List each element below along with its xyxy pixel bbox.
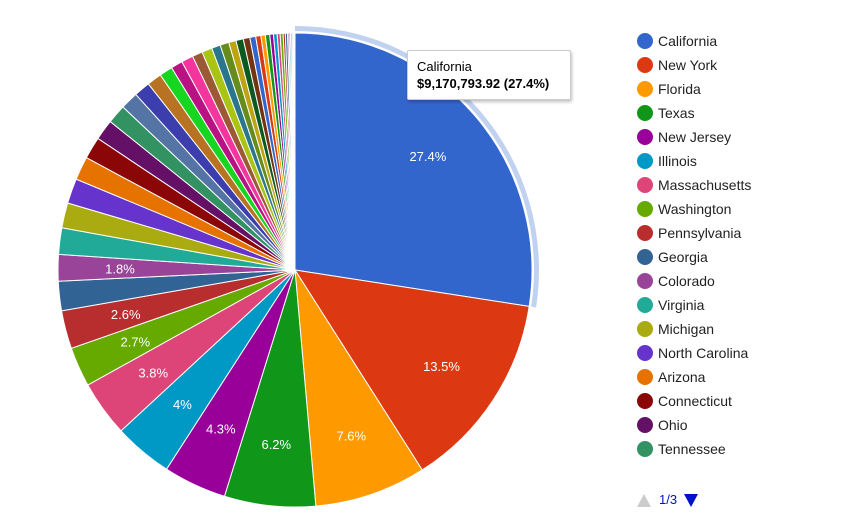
tooltip-name: California [417, 59, 472, 74]
pie-slice-new-york[interactable] [293, 269, 530, 471]
legend-swatch [637, 321, 653, 337]
legend-swatch [637, 201, 653, 217]
legend-swatch [637, 393, 653, 409]
legend-label: New Jersey [658, 129, 732, 145]
slice-percent-label: 1.8% [105, 261, 135, 276]
legend-swatch [637, 369, 653, 385]
legend-label: Illinois [658, 153, 697, 169]
tooltip-value: $9,170,793.92 (27.4%) [417, 76, 550, 91]
triangle-up-icon [637, 494, 651, 507]
legend-swatch [637, 297, 653, 313]
pie-chart: 27.4% 13.5% 7.6% 6.2% 4.3% 4% 3.8% 2.7% 2.6% 1.8% [57, 26, 539, 508]
pie-slices [57, 32, 533, 508]
slice-percent-label: 4.3% [206, 422, 236, 437]
legend-label: North Carolina [658, 345, 749, 361]
legend-label: Virginia [658, 297, 705, 313]
slice-percent-label: 3.8% [138, 366, 168, 381]
legend-label: Tennessee [658, 441, 726, 457]
slice-percent-label: 4% [173, 397, 192, 412]
legend-swatch [637, 417, 653, 433]
legend-label: Pennsylvania [658, 225, 742, 241]
slice-percent-label: 7.6% [336, 429, 366, 444]
legend-label: Georgia [658, 249, 708, 265]
legend-label: Ohio [658, 417, 688, 433]
legend-swatch [637, 177, 653, 193]
legend-label: Washington [658, 201, 732, 217]
legend-swatch [637, 81, 653, 97]
legend-label: Massachusetts [658, 177, 752, 193]
legend-swatch [637, 57, 653, 73]
slice-percent-label: 2.6% [111, 307, 141, 322]
chart-tooltip: California $9,170,793.92 (27.4%) [407, 50, 571, 100]
legend-label: Florida [658, 81, 701, 97]
page-indicator: 1/3 [659, 492, 678, 507]
legend-swatch [637, 225, 653, 241]
slice-percent-label: 13.5% [423, 359, 460, 374]
pie-slice-florida[interactable] [294, 269, 423, 507]
legend-swatch [637, 249, 653, 265]
legend-label: Connecticut [658, 393, 732, 409]
legend-swatch [637, 105, 653, 121]
legend-swatch [637, 345, 653, 361]
slice-percent-label: 27.4% [409, 149, 446, 164]
pie-labels: 27.4% 13.5% 7.6% 6.2% 4.3% 4% 3.8% 2.7% 2.6% 1.8% [105, 149, 460, 452]
legend-label: California [658, 33, 718, 49]
slice-percent-label: 6.2% [261, 437, 291, 452]
legend-swatch [637, 129, 653, 145]
triangle-down-icon[interactable] [684, 494, 698, 507]
pie-slice-california[interactable] [294, 32, 533, 307]
slice-percent-label: 2.7% [120, 335, 150, 350]
legend-swatch [637, 33, 653, 49]
legend-label: Michigan [658, 321, 715, 337]
legend-label: New York [658, 57, 718, 73]
pie-slice-46[interactable] [293, 32, 296, 271]
legend-swatch [637, 153, 653, 169]
legend-label: Arizona [658, 369, 706, 385]
legend-label: Texas [658, 105, 695, 121]
legend-swatch [637, 441, 653, 457]
legend-label: Colorado [658, 273, 715, 289]
legend-swatch [637, 273, 653, 289]
